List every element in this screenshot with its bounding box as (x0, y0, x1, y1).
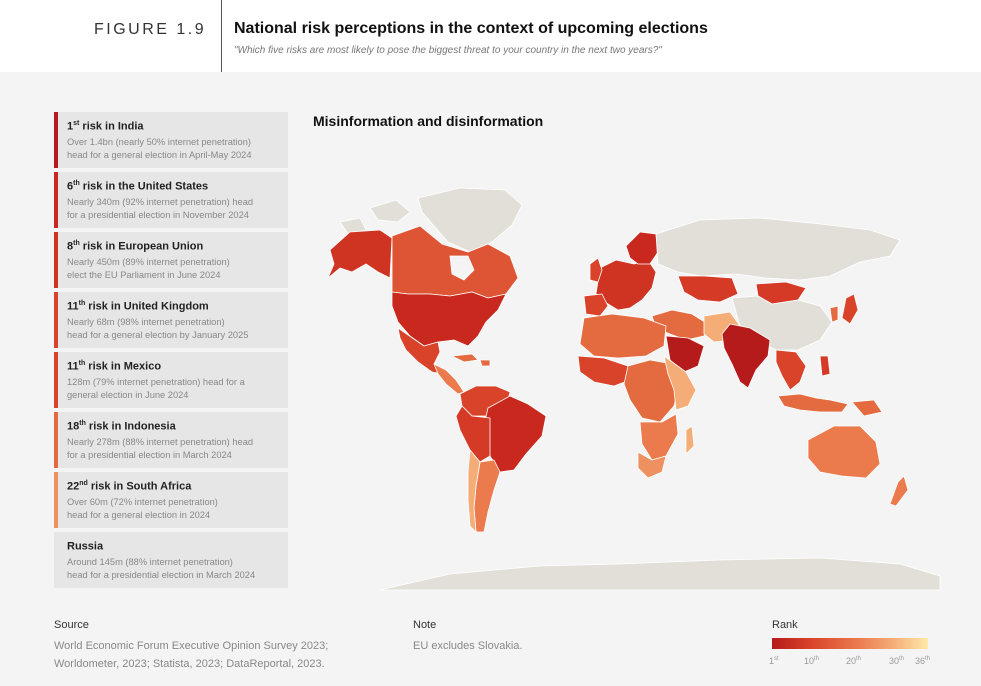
world-risk-map (327, 187, 941, 591)
card-european-union: 8th risk in European Union Nearly 450m (… (54, 232, 288, 288)
card-title: 18th risk in Indonesia (67, 420, 176, 433)
figure-label: FIGURE 1.9 (94, 21, 207, 38)
india (721, 323, 771, 389)
rank-color-bar (54, 292, 58, 348)
note-heading: Note (413, 619, 437, 631)
papua-new-guinea (851, 399, 883, 417)
united-states (391, 291, 507, 347)
alaska (327, 229, 393, 279)
rank-color-bar (54, 412, 58, 468)
madagascar (685, 425, 695, 455)
card-indonesia: 18th risk in Indonesia Nearly 278m (88% … (54, 412, 288, 468)
greenland (417, 187, 523, 253)
scandinavia (625, 231, 659, 265)
korea (829, 305, 839, 323)
card-description: Nearly 340m (92% internet penetration) h… (67, 196, 254, 220)
united-kingdom (589, 257, 603, 283)
philippines (819, 355, 831, 377)
card-title: 6th risk in the United States (67, 180, 209, 193)
card-mexico: 11th risk in Mexico 128m (79% internet p… (54, 352, 288, 408)
caribbean (451, 353, 491, 367)
central-africa (623, 359, 681, 423)
card-title: Russia (67, 540, 104, 553)
south-africa (637, 451, 667, 479)
japan (841, 293, 859, 325)
source-text: World Economic Forum Executive Opinion S… (54, 640, 329, 670)
figure-subtitle: "Which five risks are most likely to pos… (234, 45, 662, 56)
card-description: Over 1.4bn (nearly 50% internet penetrat… (67, 136, 252, 160)
map-title: Misinformation and disinformation (313, 113, 544, 129)
indonesia (777, 393, 849, 413)
card-description: Nearly 450m (89% internet penetration) el… (67, 256, 230, 280)
central-america (433, 363, 465, 395)
election-cards: 1st risk in India Over 1.4bn (nearly 50%… (54, 112, 288, 592)
rank-color-bar (54, 112, 58, 168)
source-heading: Source (54, 619, 89, 631)
arctic-islands (339, 199, 411, 235)
new-zealand (889, 475, 909, 507)
antarctica (379, 557, 941, 591)
chile (467, 449, 481, 533)
figure-header: FIGURE 1.9 National risk perceptions in … (0, 0, 981, 72)
rank-color-bar (54, 472, 58, 528)
card-united-states: 6th risk in the United States Nearly 340… (54, 172, 288, 228)
legend-color-scale (772, 638, 928, 649)
southern-africa (639, 413, 679, 461)
east-africa (663, 355, 697, 411)
header-divider (221, 0, 222, 72)
rank-color-bar (54, 172, 58, 228)
legend-tick: 1st (769, 656, 779, 666)
card-description: Nearly 68m (98% internet penetration) hea… (67, 316, 249, 340)
card-russia: Russia Around 145m (88% internet penetra… (54, 532, 288, 588)
russia (655, 217, 901, 281)
card-description: Nearly 278m (88% internet penetration) h… (67, 436, 254, 460)
card-description: Over 60m (72% internet penetration) head … (67, 496, 218, 520)
legend-tick: 10th (804, 656, 820, 666)
west-africa (577, 355, 631, 387)
card-description: Around 145m (88% internet penetration) he… (67, 556, 256, 580)
card-title: 11th risk in United Kingdom (67, 300, 209, 313)
legend-tick: 30th (889, 656, 905, 666)
rank-color-bar (54, 232, 58, 288)
note-text: EU excludes Slovakia. (413, 640, 523, 652)
card-title: 8th risk in European Union (67, 240, 204, 253)
legend-title: Rank (772, 619, 798, 631)
card-united-kingdom: 11th risk in United Kingdom Nearly 68m (… (54, 292, 288, 348)
legend-tick: 20th (846, 656, 862, 666)
hudson-bay (449, 255, 475, 281)
kazakhstan (677, 275, 739, 303)
southeast-asia (775, 349, 807, 391)
figure-title: National risk perceptions in the context… (234, 20, 708, 37)
iberia (583, 293, 609, 317)
card-title: 1st risk in India (67, 120, 144, 133)
north-africa (579, 313, 667, 359)
card-south-africa: 22nd risk in South Africa Over 60m (72% … (54, 472, 288, 528)
australia (807, 425, 881, 479)
card-description: 128m (79% internet penetration) head for… (67, 376, 245, 400)
card-title: 22nd risk in South Africa (67, 480, 192, 493)
card-india: 1st risk in India Over 1.4bn (nearly 50%… (54, 112, 288, 168)
legend-tick: 36th (915, 656, 931, 666)
card-title: 11th risk in Mexico (67, 360, 162, 373)
rank-color-bar (54, 352, 58, 408)
